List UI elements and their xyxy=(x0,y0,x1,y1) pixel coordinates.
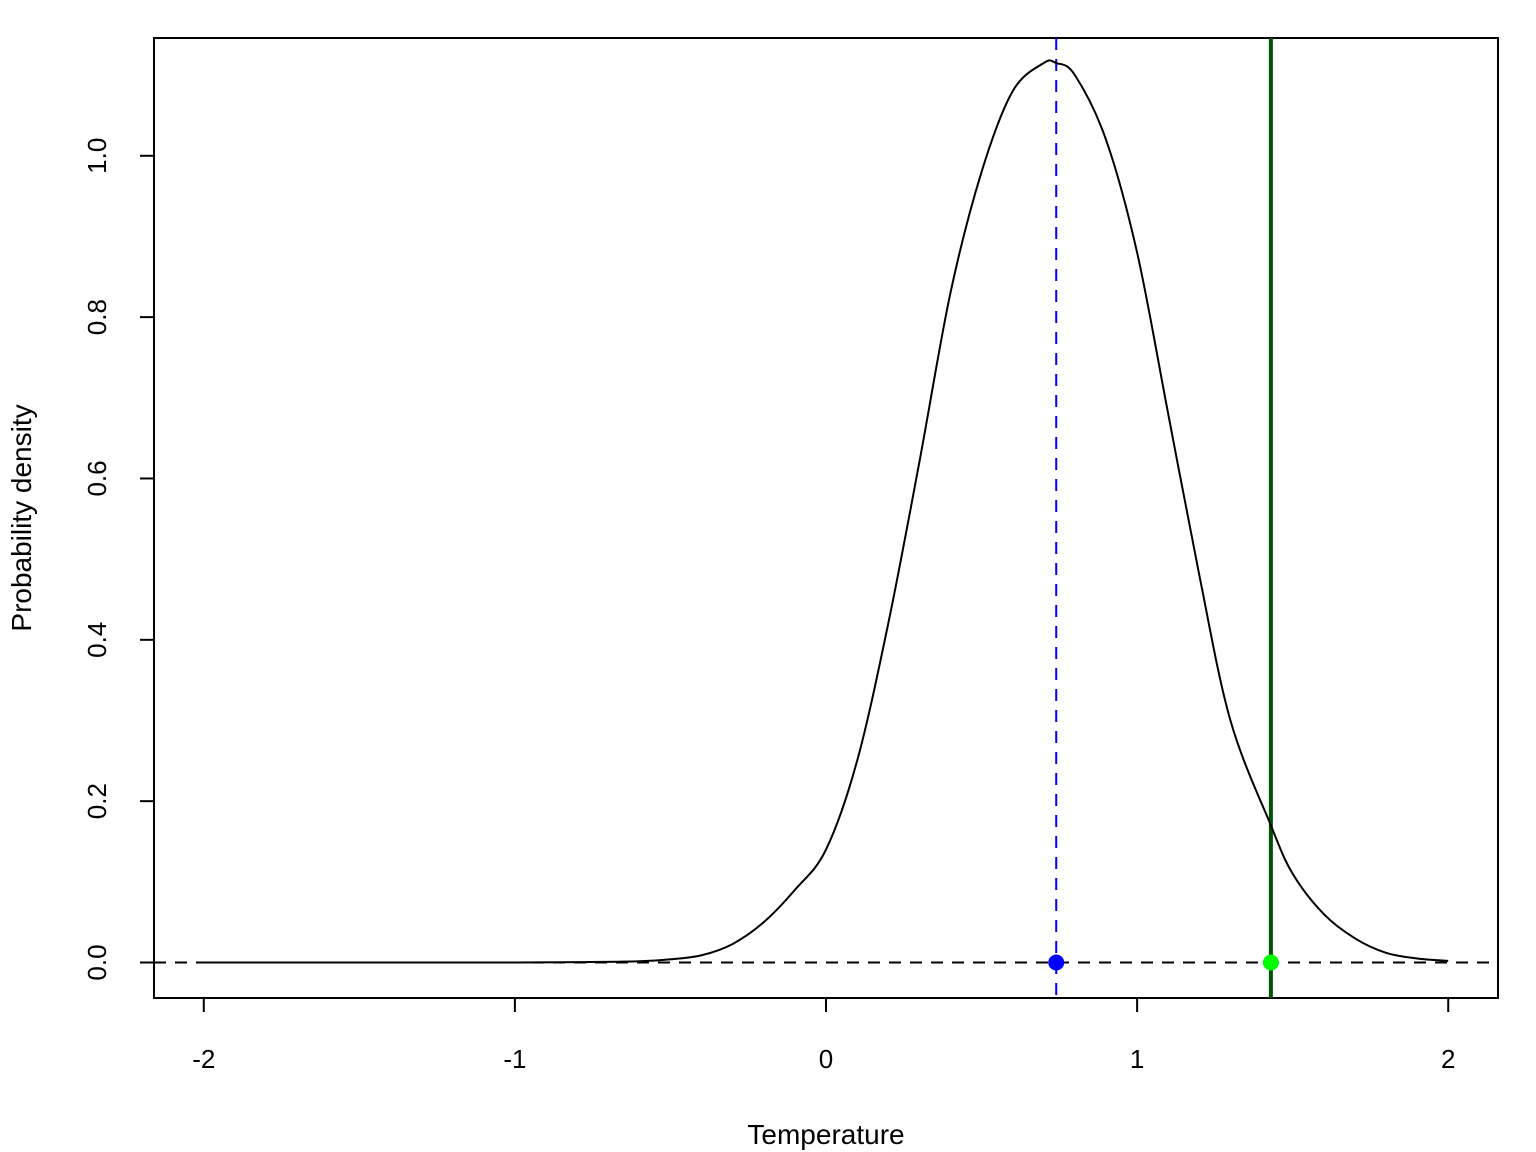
y-axis: 0.0 0.2 0.4 0.6 0.8 1.0 xyxy=(82,138,155,981)
y-tick-label: 0.6 xyxy=(82,460,112,496)
reference-lines xyxy=(154,38,1498,998)
points-layer xyxy=(1048,954,1279,971)
mean-point xyxy=(1048,954,1065,971)
y-tick-label: 0.0 xyxy=(82,944,112,980)
x-tick-label: -2 xyxy=(192,1044,215,1074)
y-axis-title: Probability density xyxy=(6,404,37,631)
y-tick-label: 0.4 xyxy=(82,622,112,658)
plot-frame xyxy=(153,37,1499,999)
x-tick-label: 1 xyxy=(1130,1044,1144,1074)
x-tick-label: 2 xyxy=(1441,1044,1455,1074)
x-axis: -2 -1 0 1 2 xyxy=(192,997,1455,1074)
observed-point xyxy=(1262,954,1279,971)
y-tick-label: 0.8 xyxy=(82,299,112,335)
x-tick-label: -1 xyxy=(503,1044,526,1074)
y-tick-label: 1.0 xyxy=(82,138,112,174)
density-curve xyxy=(203,59,1449,964)
y-tick-label: 0.2 xyxy=(82,783,112,819)
x-tick-label: 0 xyxy=(819,1044,833,1074)
x-axis-title: Temperature xyxy=(747,1119,904,1150)
series-layer xyxy=(203,59,1449,964)
